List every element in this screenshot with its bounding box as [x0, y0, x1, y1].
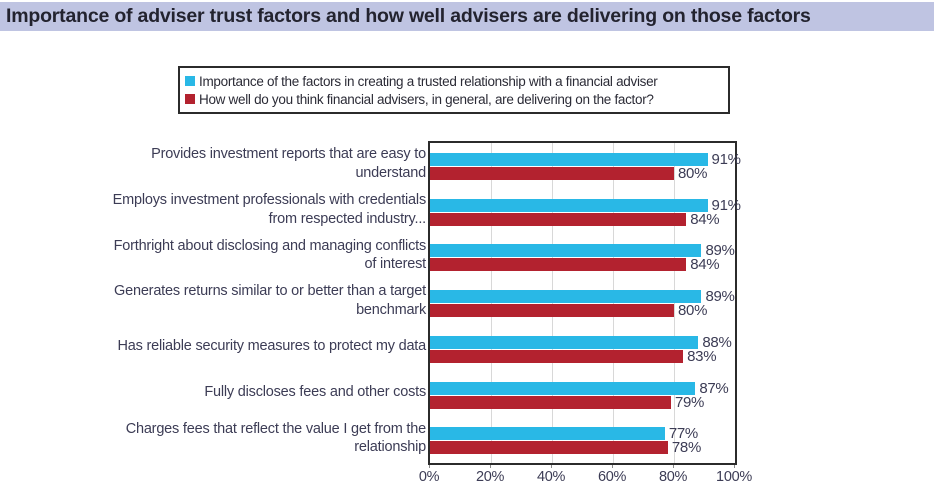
bar-value-label: 88% — [702, 333, 732, 351]
bar-value-label: 87% — [699, 379, 729, 397]
chart-legend: Importance of the factors in creating a … — [178, 66, 730, 114]
x-tick-label: 100% — [716, 469, 752, 485]
bar-value-label: 77% — [668, 425, 698, 443]
bar-delivery — [430, 349, 684, 363]
bar-importance — [430, 153, 708, 166]
bar-value-label: 89% — [705, 242, 735, 260]
x-tick-label: 60% — [597, 469, 627, 485]
bar-importance — [430, 290, 702, 304]
category-label: Has reliable security measures to protec… — [117, 338, 426, 355]
category-labels: Provides investment reports that are eas… — [100, 141, 427, 465]
bar-delivery — [430, 441, 668, 455]
legend-label: Importance of the factors in creating a … — [199, 73, 658, 89]
x-axis: 0% 20% 40% 60% 80% 100% — [419, 465, 752, 489]
bar-value-label: 83% — [687, 347, 717, 365]
page-title: Importance of adviser trust factors and … — [0, 2, 934, 31]
x-tick-mark — [429, 465, 430, 468]
bar-value-label: 84% — [690, 210, 720, 228]
bar-value-label: 91% — [711, 196, 741, 214]
bar-importance — [430, 335, 699, 349]
category-label: Charges fees that reflect the value I ge… — [125, 420, 427, 456]
x-tick-label: 80% — [658, 469, 688, 485]
x-tick-mark — [673, 465, 674, 468]
bar-delivery — [430, 395, 671, 409]
legend-swatch-importance-icon — [185, 76, 195, 86]
legend-label: How well do you think financial advisers… — [199, 91, 654, 107]
bar-importance — [430, 427, 665, 441]
bar-value-label: 84% — [690, 256, 720, 274]
plot-area: 91% 80% 91% 84% 89% 84% 89% 80% 88% 83% 87% 79% 77% 7… — [428, 141, 741, 465]
bar-importance — [430, 381, 696, 395]
bar-value-label: 79% — [674, 393, 705, 411]
x-tick-label: 0% — [418, 469, 440, 485]
category-label: Generates returns similar to or better t… — [114, 283, 426, 318]
bar-value-label: 78% — [671, 439, 702, 457]
bar-value-label: 80% — [678, 165, 708, 182]
bar-importance — [430, 244, 702, 258]
category-label: Provides investment reports that are eas… — [151, 146, 426, 181]
x-tick-mark — [612, 465, 613, 468]
category-label: Employs investment professionals with cr… — [112, 192, 427, 227]
category-label: Forthright about disclosing and managing… — [113, 237, 427, 273]
category-label: Fully discloses fees and other costs — [204, 384, 426, 401]
bar-value-label: 89% — [705, 288, 735, 306]
legend-item-delivery: How well do you think financial advisers… — [185, 92, 728, 107]
x-tick-mark — [551, 465, 552, 468]
bar-importance — [430, 198, 708, 212]
bar-delivery — [430, 167, 674, 180]
bar-value-label: 80% — [678, 302, 708, 320]
bar-delivery — [430, 304, 674, 318]
x-tick-label: 20% — [475, 469, 505, 485]
bar-delivery — [430, 258, 687, 272]
legend-item-importance: Importance of the factors in creating a … — [185, 74, 728, 89]
bar-value-label: 91% — [711, 151, 741, 168]
x-tick-label: 40% — [536, 469, 566, 485]
x-tick-mark — [490, 465, 491, 468]
legend-swatch-delivery-icon — [185, 94, 195, 104]
bar-delivery — [430, 212, 687, 226]
x-tick-mark — [734, 465, 735, 468]
